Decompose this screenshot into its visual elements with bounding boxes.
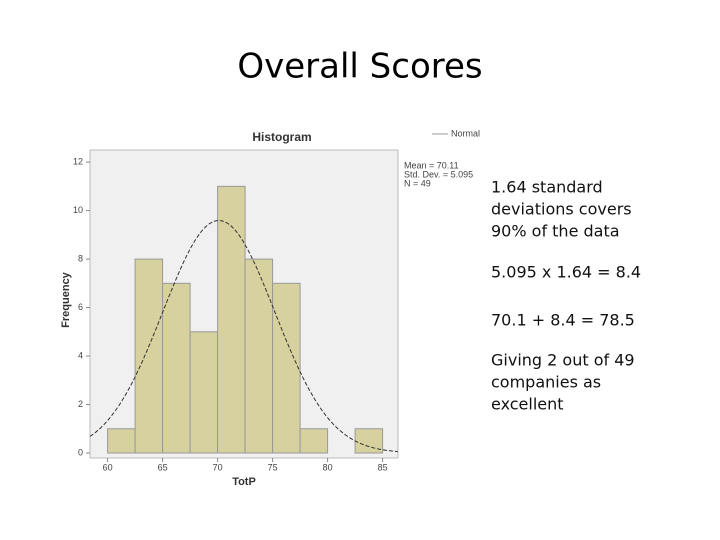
y-tick-label: 4 xyxy=(78,350,83,360)
y-tick-label: 0 xyxy=(78,447,83,457)
bar xyxy=(162,282,191,454)
note-line: 1.64 standard xyxy=(491,178,603,197)
stat-label: N = 49 xyxy=(404,178,431,188)
stat-label: Std. Dev. = 5.095 xyxy=(404,169,473,179)
normal-curve xyxy=(89,220,399,453)
chart-title: Histogram xyxy=(252,130,311,144)
x-tick-label: 65 xyxy=(158,462,168,472)
bar xyxy=(134,258,164,454)
x-axis-label: TotP xyxy=(232,476,256,488)
x-tick-label: 75 xyxy=(268,462,278,472)
note-line: 5.095 x 1.64 = 8.4 xyxy=(491,263,641,282)
y-tick-label: 6 xyxy=(78,302,83,312)
y-tick-label: 10 xyxy=(73,205,83,215)
note-line: deviations covers xyxy=(491,200,632,219)
bar xyxy=(107,428,136,454)
x-tick-label: 70 xyxy=(213,462,223,472)
y-tick-label: 2 xyxy=(78,399,83,409)
x-tick-label: 60 xyxy=(103,462,113,472)
note-line: Giving 2 out of 49 xyxy=(491,351,635,370)
legend-label: Normal xyxy=(451,128,480,138)
stat-label: Mean = 70.11 xyxy=(404,160,459,170)
note-line: 90% of the data xyxy=(491,222,620,241)
y-axis-label: Frequency xyxy=(60,271,72,328)
note-line: companies as xyxy=(491,373,601,392)
bar xyxy=(299,428,329,454)
bar xyxy=(189,331,219,454)
x-tick-label: 85 xyxy=(378,462,388,472)
note-line: excellent xyxy=(491,395,564,414)
x-tick-label: 80 xyxy=(323,462,333,472)
y-tick-label: 8 xyxy=(78,253,83,263)
y-tick-label: 12 xyxy=(73,156,83,166)
bar xyxy=(272,282,301,454)
slide-title: Overall Scores xyxy=(237,47,482,87)
bar xyxy=(244,258,274,454)
note-line: 70.1 + 8.4 = 78.5 xyxy=(491,311,635,330)
